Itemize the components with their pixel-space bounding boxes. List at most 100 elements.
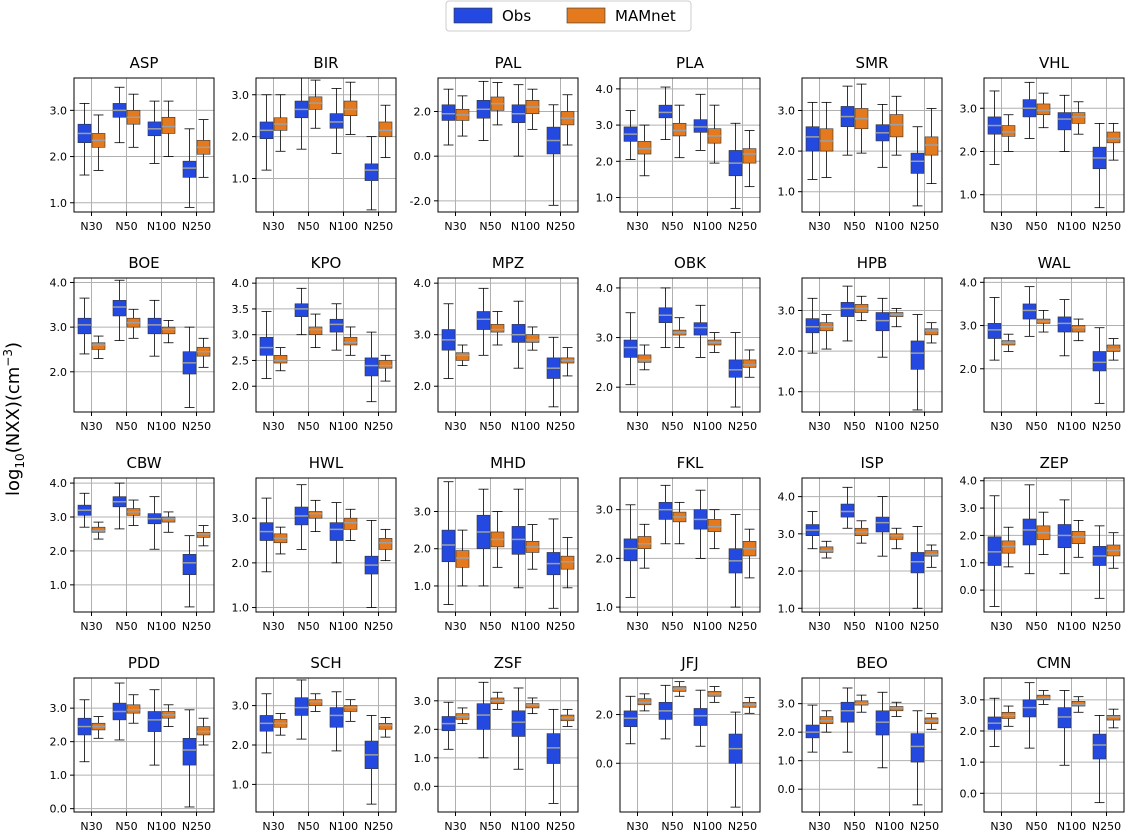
box-obs-n50 (294, 679, 309, 740)
box-mamnet-n30 (273, 713, 288, 736)
panel-frame (437, 77, 579, 213)
box-iqr (364, 163, 379, 181)
box-mamnet-n250 (1106, 122, 1121, 161)
x-tick-label: N100 (511, 620, 540, 633)
panel-frame (73, 277, 215, 413)
panel-obk: OBK 2.0 3.0 4.0 N30 N50 N100 N250 (596, 254, 761, 433)
box-iqr (889, 533, 904, 540)
legend-label-mamnet: MAMnet (615, 7, 676, 25)
y-tick-label: 3.0 (232, 512, 250, 525)
box-iqr (693, 322, 708, 336)
y-tick-label: 4.0 (232, 277, 250, 290)
panel-frame (801, 677, 943, 813)
box-mamnet-n30 (637, 523, 652, 569)
box-mamnet-n30 (819, 314, 834, 350)
box-mamnet-n50 (854, 83, 869, 154)
box-obs-n30 (623, 504, 638, 598)
box-iqr (378, 537, 393, 550)
box-mamnet-n100 (525, 326, 540, 351)
y-tick-label: 3.0 (596, 332, 614, 345)
y-tick-label: 3.0 (50, 702, 68, 715)
box-iqr (1106, 131, 1121, 144)
panel-cmn: CMN 0.0 1.0 2.0 3.0 N30 N50 N100 N250 (960, 654, 1125, 833)
box-iqr (455, 352, 470, 361)
box-iqr (378, 121, 393, 137)
box-obs-n30 (987, 495, 1002, 607)
box-obs-n50 (1022, 484, 1037, 575)
box-iqr (693, 708, 708, 726)
box-mamnet-n250 (742, 349, 757, 378)
panel-title: OBK (674, 254, 707, 272)
box-obs-n250 (182, 535, 197, 608)
box-obs-n250 (910, 314, 925, 411)
box-mamnet-n100 (707, 686, 722, 703)
x-tick-label: N50 (115, 220, 137, 233)
box-iqr (329, 113, 344, 129)
y-tick-label: 1.0 (414, 580, 432, 593)
box-iqr (273, 355, 288, 364)
box-mamnet-n50 (672, 501, 687, 545)
x-tick-label: N30 (808, 620, 830, 633)
panel-frame (983, 477, 1125, 613)
y-tick-label: 3.0 (50, 321, 68, 334)
box-obs-n30 (441, 303, 456, 379)
panel-frame (255, 77, 397, 213)
box-obs-n250 (728, 514, 743, 608)
box-mamnet-n30 (819, 710, 834, 733)
box-obs-n250 (364, 331, 379, 403)
box-mamnet-n250 (1106, 708, 1121, 729)
box-iqr (525, 334, 540, 343)
box-obs-n50 (476, 287, 491, 356)
box-obs-n100 (511, 84, 526, 157)
box-mamnet-n100 (889, 527, 904, 550)
box-iqr (623, 538, 638, 562)
box-mamnet-n250 (560, 347, 575, 377)
panel-mhd: MHD 1.0 2.0 3.0 N30 N50 N100 N250 (414, 454, 579, 633)
x-tick-label: N30 (262, 420, 284, 433)
legend: Obs MAMnet (445, 0, 692, 32)
y-axis-label: log10(NXX)(cm−3) (1, 342, 27, 496)
x-tick-label: N100 (693, 220, 722, 233)
y-tick-label: 3.0 (232, 329, 250, 342)
x-tick-label: N50 (661, 220, 683, 233)
box-mamnet-n30 (1001, 526, 1016, 568)
box-iqr (1022, 303, 1037, 320)
x-tick-label: N50 (479, 820, 501, 833)
y-tick-label: 1.0 (778, 602, 796, 615)
panel-pdd: PDD 0.0 1.0 2.0 3.0 N30 N50 N100 N250 (50, 654, 215, 833)
box-mamnet-n50 (126, 308, 141, 339)
x-tick-label: N50 (843, 420, 865, 433)
box-iqr (196, 531, 211, 538)
y-tick-label: 1.0 (960, 557, 978, 570)
box-obs-n100 (1057, 299, 1072, 357)
box-obs-n50 (476, 80, 491, 141)
x-tick-label: N100 (511, 820, 540, 833)
y-tick-label: 3.0 (596, 119, 614, 132)
y-axis-label-mid: (NXX)(cm (3, 367, 24, 454)
box-iqr (637, 536, 652, 549)
y-tick-label: 3.0 (778, 528, 796, 541)
y-tick-label: 0.0 (596, 757, 614, 770)
y-tick-label: 3.0 (778, 104, 796, 117)
box-obs-n250 (728, 332, 743, 408)
box-iqr (182, 737, 197, 766)
box-mamnet-n100 (343, 508, 358, 541)
box-mamnet-n30 (819, 101, 834, 178)
x-tick-label: N50 (1025, 420, 1047, 433)
box-mamnet-n100 (1071, 696, 1086, 713)
box-mamnet-n250 (378, 717, 393, 738)
x-tick-label: N30 (444, 420, 466, 433)
panel-title: HPB (857, 254, 888, 272)
box-obs-n250 (364, 715, 379, 805)
panel-smr: SMR 1.0 2.0 3.0 N30 N50 N100 N250 (778, 54, 943, 233)
x-tick-label: N50 (115, 820, 137, 833)
y-tick-label: 3.0 (960, 694, 978, 707)
box-mamnet-n100 (161, 704, 176, 727)
box-iqr (658, 502, 673, 520)
panel-title: JFJ (680, 654, 698, 672)
y-tick-label: 2.0 (232, 380, 250, 393)
y-tick-label: 4.0 (50, 276, 68, 289)
box-iqr (819, 546, 834, 553)
box-mamnet-n30 (1001, 333, 1016, 352)
